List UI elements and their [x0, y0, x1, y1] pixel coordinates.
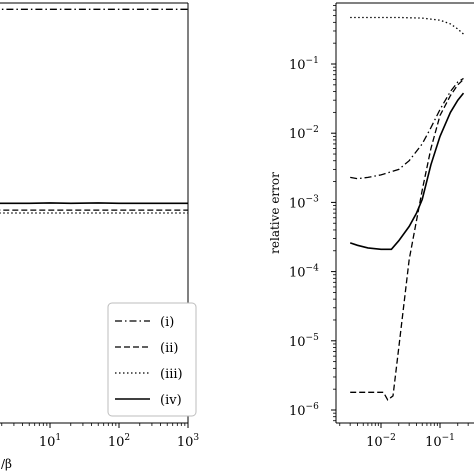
- right-series-2-line: [350, 78, 464, 401]
- right-y-tick-label-base: 10: [289, 404, 306, 419]
- right-y-tick-label-base: 10: [289, 335, 306, 350]
- right-x-tick-label: 10−2: [366, 433, 396, 450]
- right-y-tick-label: 10−1: [289, 56, 319, 73]
- legend-box: [107, 302, 197, 417]
- left-x-tick-label: 102: [108, 433, 130, 450]
- left-x-tick-label-base: 10: [108, 435, 125, 450]
- right-y-axis-label: relative error: [268, 172, 282, 254]
- right-x-tick-label-exp: −1: [442, 433, 455, 443]
- left-series-3-line: [0, 212, 188, 214]
- right-x-tick-label-base: 10: [425, 435, 442, 450]
- right-y-tick-label: 10−5: [289, 333, 319, 350]
- right-y-tick-label-exp: −6: [306, 402, 320, 412]
- legend-label: (iv): [160, 393, 182, 408]
- right-y-tick-label-base: 10: [289, 266, 306, 281]
- right-y-tick-label-base: 10: [289, 58, 306, 73]
- legend-label: (i): [160, 315, 174, 330]
- right-y-tick-label-exp: −4: [306, 264, 320, 274]
- right-y-tick-label-exp: −1: [306, 56, 319, 66]
- right-y-tick-label: 10−4: [289, 264, 319, 281]
- left-x-tick-label: 101: [39, 433, 61, 450]
- left-series-4-line: [0, 202, 188, 205]
- right-series-3-line: [350, 16, 464, 35]
- right-y-tick-label: 10−6: [289, 402, 319, 419]
- legend: (i) (ii) (iii) (iv): [107, 302, 197, 417]
- right-series-1-line: [350, 77, 464, 180]
- right-series-4-line: [349, 92, 465, 251]
- legend-label: (iii): [160, 367, 183, 382]
- right-y-tick-label-base: 10: [289, 127, 306, 142]
- right-y-tick-label-exp: −2: [306, 125, 319, 135]
- left-x-tick-label-exp: 1: [55, 433, 61, 443]
- left-x-tick-label-base: 10: [39, 435, 56, 450]
- right-plot-panel: 10−610−510−410−310−210−110−2 10−1relative…: [268, 2, 474, 450]
- right-y-tick-label-base: 10: [289, 196, 306, 211]
- right-y-tick-label: 10−3: [289, 194, 319, 211]
- left-x-tick-label-exp: 2: [124, 433, 130, 443]
- left-x-tick-label: 103: [177, 433, 200, 450]
- right-y-tick-label: 10−2: [289, 125, 319, 142]
- left-plot-panel: 101 102 103/β(i)(ii)(iii)(iv): [0, 2, 200, 471]
- right-y-tick-label-exp: −5: [306, 333, 320, 343]
- left-x-axis-label: /β: [1, 457, 12, 471]
- left-x-tick-label-exp: 3: [193, 433, 199, 443]
- left-x-tick-label-base: 10: [177, 435, 194, 450]
- legend-label: (ii): [160, 341, 178, 356]
- right-x-tick-label: 10−1: [425, 433, 455, 450]
- right-y-tick-label-exp: −3: [306, 194, 320, 204]
- right-x-tick-label-exp: −2: [383, 433, 396, 443]
- left-series-2-line: [0, 209, 188, 211]
- right-x-tick-label-base: 10: [366, 435, 383, 450]
